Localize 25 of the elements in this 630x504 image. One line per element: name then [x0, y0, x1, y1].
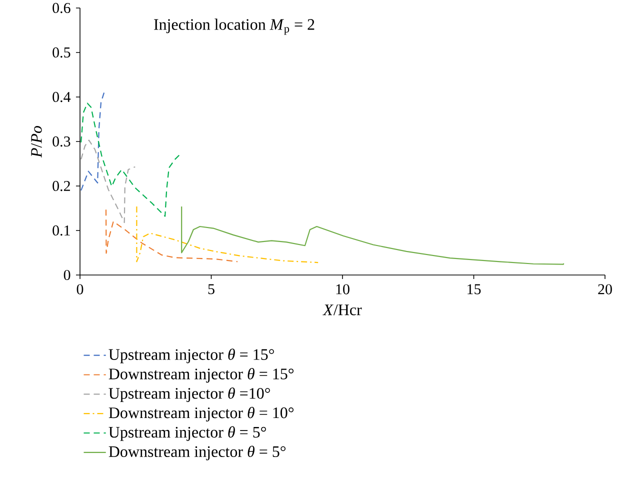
legend-label: Downstream injector θ = 15°: [108, 368, 294, 383]
y-tick-label: 0.3: [52, 136, 70, 147]
legend-label: Upstream injector θ =10°: [108, 387, 270, 402]
x-tick-label: 10: [336, 284, 350, 294]
x-tick-label: 5: [208, 284, 214, 294]
line-series: [80, 140, 136, 224]
x-tick-label: 20: [598, 284, 612, 294]
y-tick-label: 0.1: [52, 225, 70, 236]
legend-label: Upstream injector θ = 5°: [108, 426, 266, 441]
x-axis-title: X/Hcr: [322, 304, 362, 316]
legend-label: Downstream injector θ = 10°: [108, 406, 294, 422]
annotation: Injection location M$_{p}$ = 2: [154, 18, 314, 35]
y-tick-label: 0.2: [52, 180, 70, 192]
y-tick-label: 0.5: [52, 47, 70, 58]
legend-label: Downstream injector θ = 5°: [108, 446, 286, 460]
x-tick-label: 15: [468, 284, 481, 294]
y-tick-label: 0: [64, 270, 70, 280]
line-series: [181, 206, 564, 265]
y-tick-label: 0.6: [52, 2, 70, 14]
line-series: [136, 206, 319, 264]
line-series: [80, 102, 181, 217]
legend-label: Upstream injector θ = 15°: [108, 348, 274, 364]
x-tick-label: 0: [76, 284, 84, 294]
line-series: [105, 209, 238, 262]
y-tick-label: 0.4: [52, 92, 71, 102]
